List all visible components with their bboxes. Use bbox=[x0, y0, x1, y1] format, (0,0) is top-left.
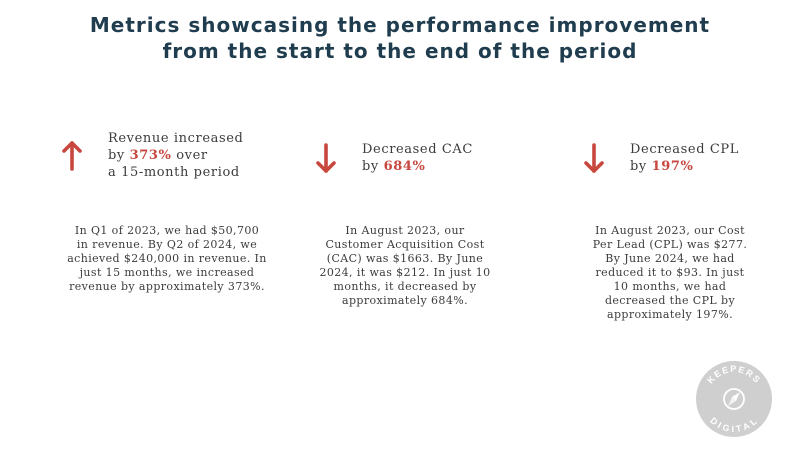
metric-cac-prefix: by bbox=[362, 159, 379, 174]
metric-cac-label: Decreased CAC by 684% bbox=[362, 141, 473, 175]
metric-revenue-percent: 373% bbox=[129, 148, 172, 163]
metric-revenue-prefix: by bbox=[108, 148, 125, 163]
description-line: decreased the CPL by bbox=[604, 294, 736, 307]
description-line: Customer Acquisition Cost bbox=[325, 238, 485, 251]
description-line: just 15 months, we increased bbox=[79, 266, 255, 279]
metric-cac-line-1: Decreased CAC bbox=[362, 142, 473, 157]
arrow-down-icon bbox=[584, 143, 604, 173]
metric-cpl-percent: 197% bbox=[651, 159, 694, 174]
description-line: months, it decreased by bbox=[333, 280, 477, 293]
metric-revenue-header: Revenue increased by 373% over a 15-mont… bbox=[62, 130, 243, 181]
description-line: Per Lead (CPL) was $277. bbox=[592, 238, 748, 251]
description-line: In August 2023, our bbox=[345, 224, 465, 237]
compass-icon bbox=[723, 388, 745, 410]
title-line-1: Metrics showcasing the performance impro… bbox=[89, 13, 711, 37]
description-line: In Q1 of 2023, we had $50,700 bbox=[74, 224, 260, 237]
metric-revenue-description: In Q1 of 2023, we had $50,700 in revenue… bbox=[52, 224, 282, 294]
description-line: 2024, it was $212. In just 10 bbox=[319, 266, 491, 279]
metric-revenue-suffix: over bbox=[176, 148, 208, 163]
metric-revenue-label: Revenue increased by 373% over a 15-mont… bbox=[108, 130, 243, 181]
metric-cac-description: In August 2023, our Customer Acquisition… bbox=[300, 224, 510, 308]
arrow-down-icon bbox=[316, 143, 336, 173]
description-line: By June 2024, we had bbox=[605, 252, 735, 265]
description-line: In August 2023, our Cost bbox=[595, 224, 745, 237]
metric-cpl-line-1: Decreased CPL bbox=[630, 142, 740, 157]
metric-cac-header: Decreased CAC by 684% bbox=[316, 141, 473, 175]
metric-cpl-line-2: by 197% bbox=[630, 158, 739, 175]
description-line: revenue by approximately 373%. bbox=[69, 280, 265, 293]
description-line: achieved $240,000 in revenue. In bbox=[67, 252, 267, 265]
description-line: approximately 197%. bbox=[607, 308, 733, 321]
metric-cpl-description: In August 2023, our Cost Per Lead (CPL) … bbox=[575, 224, 765, 322]
metric-cpl-label: Decreased CPL by 197% bbox=[630, 141, 739, 175]
metric-revenue-line-3: a 15-month period bbox=[108, 165, 240, 180]
description-line: (CAC) was $1663. By June bbox=[326, 252, 484, 265]
metric-cpl-prefix: by bbox=[630, 159, 647, 174]
description-line: 10 months, we had bbox=[613, 280, 727, 293]
metric-cac-percent: 684% bbox=[383, 159, 426, 174]
description-line: reduced it to $93. In just bbox=[595, 266, 745, 279]
description-line: in revenue. By Q2 of 2024, we bbox=[76, 238, 258, 251]
description-line: approximately 684%. bbox=[342, 294, 468, 307]
page-title: Metrics showcasing the performance impro… bbox=[0, 12, 800, 64]
title-line-2: from the start to the end of the period bbox=[162, 39, 638, 63]
keepers-digital-logo: KEEPERS DIGITAL bbox=[696, 361, 772, 437]
metric-revenue-line-1: Revenue increased bbox=[108, 131, 244, 146]
metric-cpl-header: Decreased CPL by 197% bbox=[584, 141, 739, 175]
metric-revenue-line-2: by 373% over bbox=[108, 147, 243, 164]
arrow-up-icon bbox=[62, 140, 82, 171]
metric-cac-line-2: by 684% bbox=[362, 158, 473, 175]
